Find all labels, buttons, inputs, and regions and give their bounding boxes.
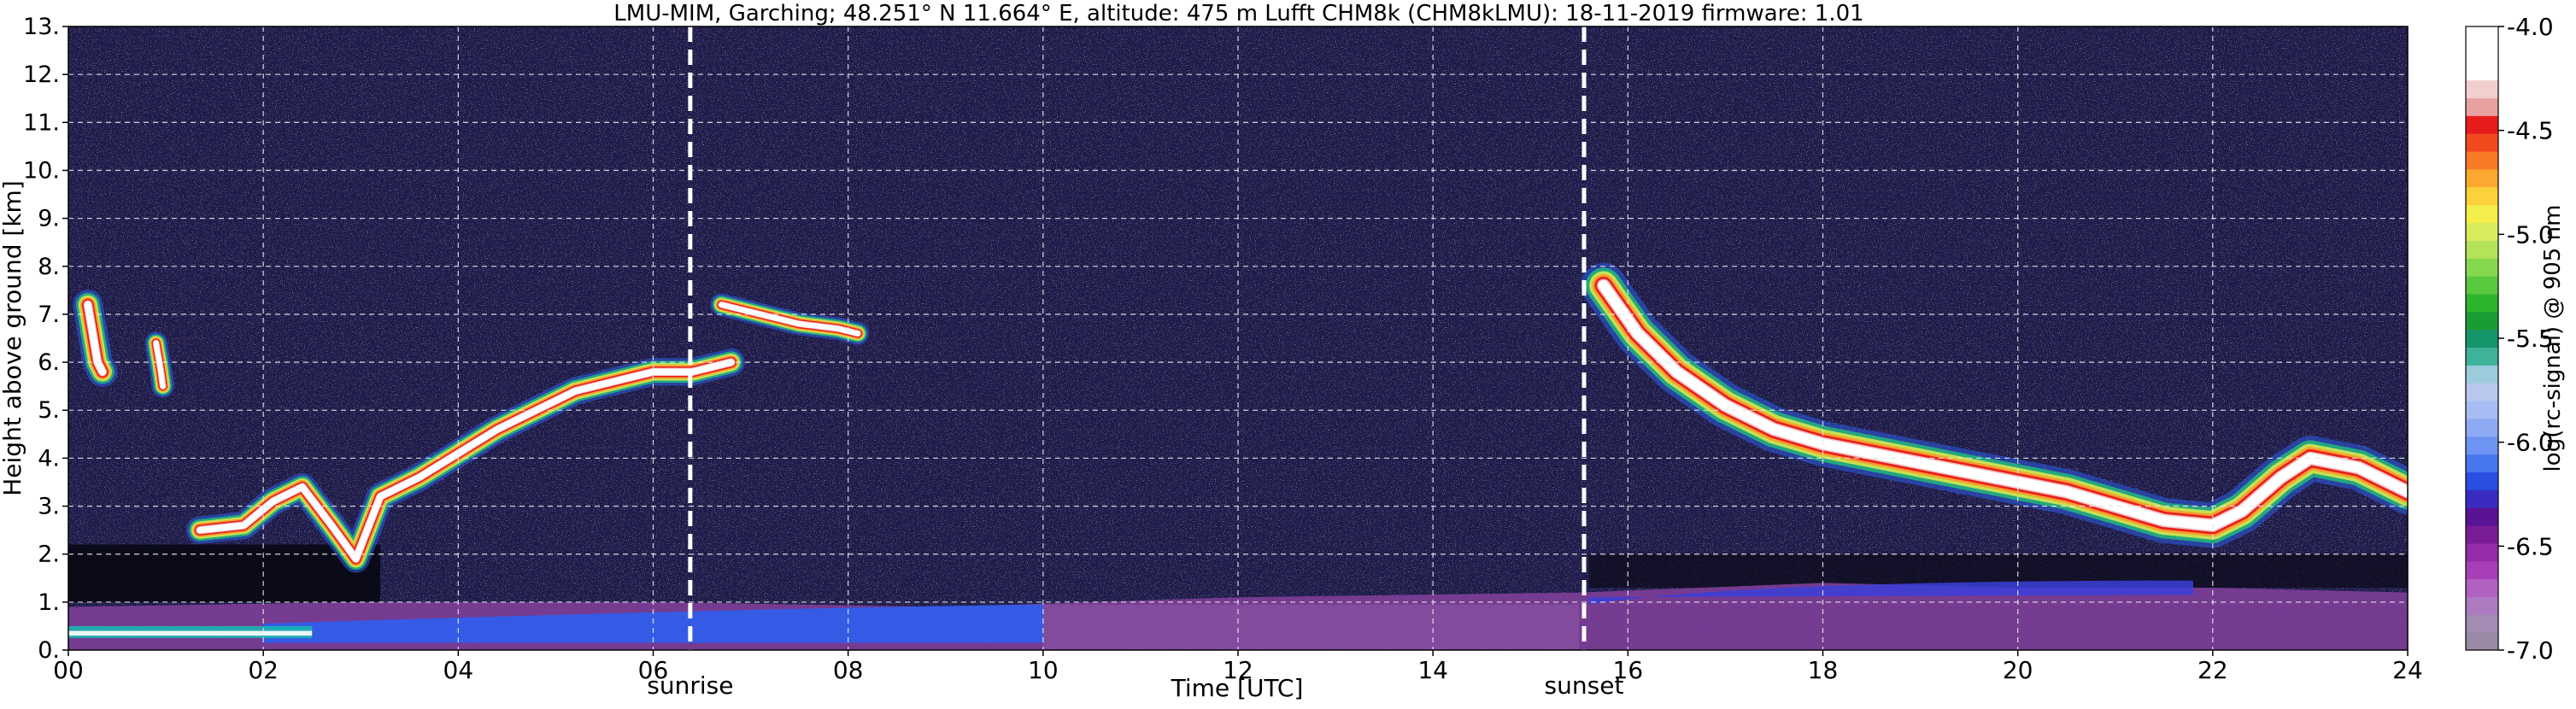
y-tick-label: 6. [38, 349, 60, 376]
colorbar-segment [2466, 596, 2498, 615]
x-tick-label: 00 [53, 656, 84, 684]
y-tick-label: 5. [38, 397, 60, 424]
grid-lines [68, 26, 2408, 650]
marker-label-sunrise: sunrise [647, 671, 733, 700]
colorbar-segment [2466, 222, 2498, 241]
x-tick-label: 22 [2198, 656, 2228, 684]
aerosol-layer-evening [1588, 580, 2194, 605]
x-tick-label: 12 [1223, 656, 1253, 684]
y-tick-label: 11. [23, 109, 60, 136]
colorbar-segment [2466, 151, 2498, 170]
x-tick-label: 04 [443, 656, 474, 684]
y-tick-label: 7. [38, 302, 60, 328]
y-tick-label: 10. [23, 157, 60, 184]
colorbar-segment [2466, 240, 2498, 259]
colorbar-segment [2466, 383, 2498, 401]
day-markers [688, 26, 1587, 650]
x-axis-label: Time [UTC] [1171, 674, 1304, 702]
colorbar-segment [2466, 525, 2498, 544]
colorbar-segment [2466, 186, 2498, 206]
colorbar-segment [2466, 44, 2498, 63]
colorbar-segment [2466, 418, 2498, 437]
colorbar-segment [2466, 632, 2498, 651]
cloud-layer-1-shade-7 [197, 359, 735, 562]
x-tick-label: 02 [248, 656, 279, 684]
colorbar-segment [2466, 26, 2498, 45]
colorbar-segment [2466, 133, 2498, 152]
colorbar-segment [2466, 276, 2498, 295]
colorbar-segment [2466, 293, 2498, 313]
cloud-layer-2 [710, 293, 870, 345]
colorbar-segment [2466, 542, 2498, 562]
colorbar-segment [2466, 347, 2498, 366]
surface-layer-strong [68, 630, 313, 636]
x-tick-label: 10 [1028, 656, 1059, 684]
y-axis-label: Height above ground [km] [0, 180, 26, 496]
colorbar-tick-label: -5.0 [2507, 220, 2554, 249]
y-tick-label: 8. [38, 254, 60, 280]
colorbar-tick-label: -6.0 [2507, 429, 2554, 457]
colorbar-tick-label: -4.0 [2507, 13, 2554, 41]
x-tick-label: 24 [2392, 656, 2423, 684]
colorbar-segment [2466, 401, 2498, 419]
colorbar-segment [2466, 507, 2498, 526]
colorbar-label: log(rc-signal) @ 905 nm [2540, 205, 2566, 472]
colorbar-tick-label: -4.5 [2507, 117, 2554, 145]
marker-label-sunset: sunset [1545, 671, 1624, 700]
x-tick-label: 08 [833, 656, 864, 684]
colorbar-segment [2466, 258, 2498, 277]
colorbar-tick-label: -6.5 [2507, 532, 2554, 560]
colorbar: -7.0 -6.5 -6.0 -5.5 -5.0 -4.5 -4.0 [2465, 13, 2554, 665]
cloud-layer-1 [185, 348, 745, 573]
y-tick-label: 2. [38, 542, 60, 568]
y-tick-label: 12. [23, 62, 60, 88]
x-tick-label: 06 [638, 656, 669, 684]
cloud-layer-5 [144, 331, 174, 398]
y-tick-label: 13. [23, 14, 60, 40]
dark-band-night-early [68, 544, 381, 602]
boundary-layer-afternoon [1042, 604, 1580, 650]
y-tick-label: 3. [38, 494, 60, 520]
colorbar-segment [2466, 329, 2498, 349]
x-tick-label: 16 [1613, 656, 1644, 684]
colorbar-segment [2466, 115, 2498, 134]
colorbar-segment [2466, 436, 2498, 455]
y-tick-label: 9. [38, 206, 60, 232]
colorbar-segment [2466, 168, 2498, 188]
colorbar-segment [2466, 79, 2498, 99]
colorbar-segment [2466, 560, 2498, 580]
chart-title: LMU-MIM, Garching; 48.251° N 11.664° E, … [613, 1, 1863, 26]
y-tick-label: 4. [38, 445, 60, 472]
y-axis: 0. 1. 2. 3. 4. 5. 6. 7. 8. 9. 10. 11. 12. 13. [23, 14, 68, 664]
colorbar-segment [2466, 204, 2498, 224]
colorbar-segment [2466, 365, 2498, 384]
x-axis: 00 02 04 06 08 10 12 14 16 18 20 22 24 [53, 650, 2423, 684]
colorbar-segment [2466, 614, 2498, 633]
colorbar-segment [2466, 311, 2498, 331]
cloud-layer-2-shade-7 [719, 302, 860, 337]
cloud-layer-5-shade-7 [153, 340, 166, 390]
y-tick-label: 1. [38, 589, 60, 616]
y-tick-label: 0. [38, 637, 60, 664]
x-tick-label: 20 [2003, 656, 2033, 684]
colorbar-segment [2466, 578, 2498, 598]
colorbar-segment [2466, 454, 2498, 473]
colorbar-segment [2466, 472, 2498, 490]
x-tick-label: 14 [1417, 656, 1448, 684]
colorbar-segment [2466, 97, 2498, 116]
colorbar-tick-label: -5.5 [2507, 325, 2554, 353]
colorbar-segment [2466, 62, 2498, 81]
colorbar-tick-label: -7.0 [2507, 636, 2554, 665]
x-tick-label: 18 [1808, 656, 1839, 684]
colorbar-segment [2466, 489, 2498, 508]
